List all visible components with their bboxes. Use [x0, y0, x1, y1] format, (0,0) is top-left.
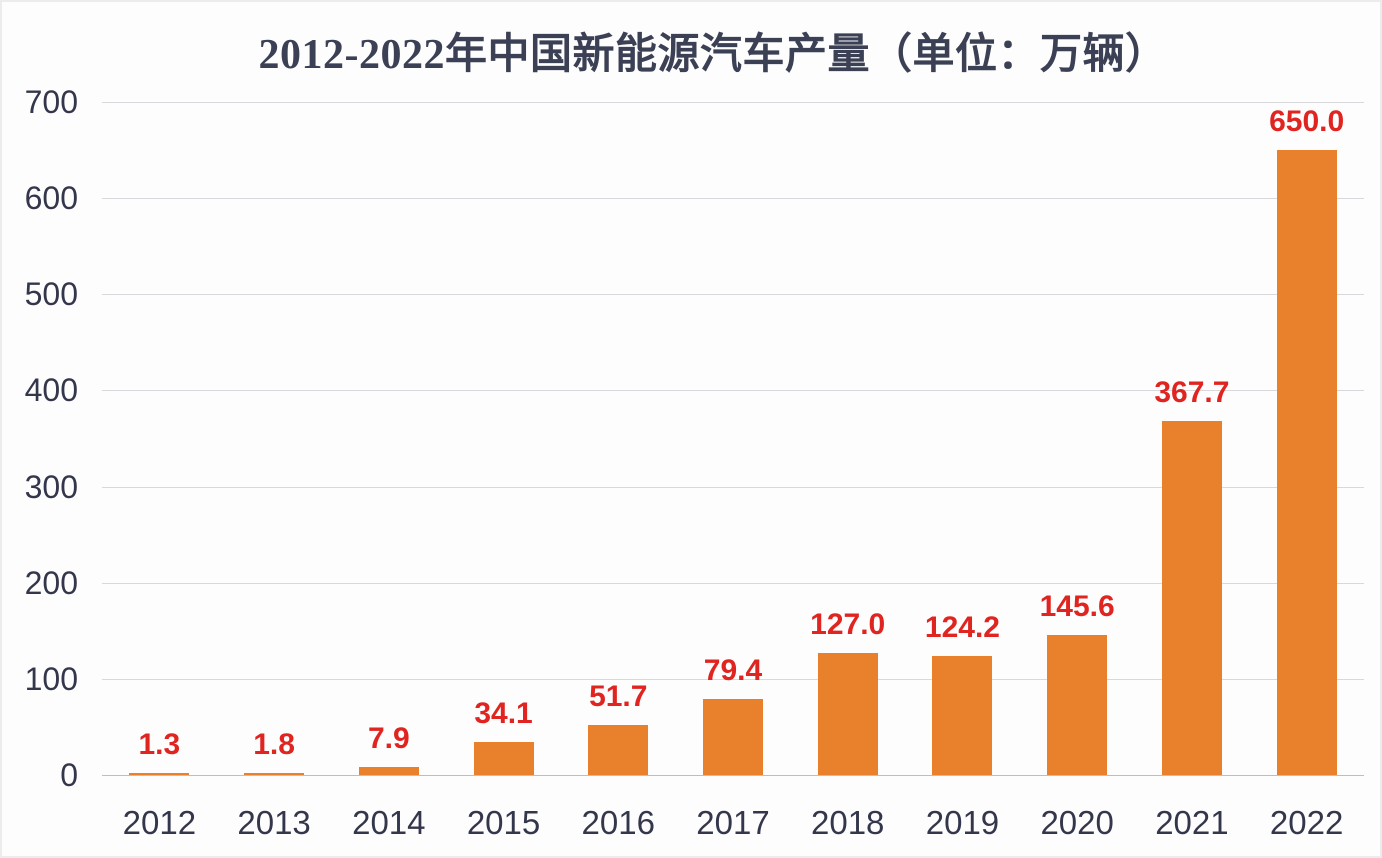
bar-2017: [703, 698, 763, 775]
data-label-2015: 34.1: [474, 697, 533, 731]
data-label-2019: 124.2: [924, 610, 1000, 644]
x-axis-tick-label: 2016: [581, 804, 655, 841]
data-label-2021: 367.7: [1154, 376, 1230, 410]
bar-2015: [473, 742, 534, 775]
x-axis-tick-label: 2022: [1269, 804, 1344, 841]
y-axis-tick-label: 100: [24, 660, 78, 697]
x-axis-line: [102, 775, 1364, 776]
gridline-700: [102, 102, 1364, 103]
bar-2014: [358, 767, 419, 775]
x-axis-tick-label: 2017: [696, 804, 770, 841]
gridline-400: [102, 390, 1364, 392]
data-label-2017: 79.4: [703, 653, 763, 687]
y-axis-tick-label: 0: [60, 757, 78, 793]
y-axis-tick-label: 500: [24, 276, 78, 313]
data-label-2014: 7.9: [367, 722, 410, 756]
x-axis-tick-label: 2015: [466, 804, 541, 841]
chart-title: 2012-2022年中国新能源汽车产量（单位：万辆）: [258, 32, 1168, 78]
y-axis-tick-label: 300: [24, 468, 78, 505]
x-axis-tick-label: 2018: [811, 804, 885, 841]
x-axis-tick-label: 2019: [925, 804, 1000, 841]
bar-2016: [588, 725, 649, 775]
bar-2021: [1161, 421, 1222, 775]
data-label-2013: 1.8: [253, 727, 295, 761]
gridline-600: [102, 198, 1364, 200]
bar-2013: [244, 772, 305, 775]
data-label-2020: 145.6: [1039, 590, 1115, 624]
y-axis-tick-label: 400: [24, 372, 78, 409]
bar-2018: [817, 652, 878, 775]
data-label-2018: 127.0: [810, 607, 886, 641]
bar-2022: [1276, 150, 1337, 775]
gridline-100: [102, 678, 1364, 680]
x-axis-tick-label: 2020: [1040, 804, 1114, 841]
gridline-500: [102, 294, 1364, 296]
data-label-2016: 51.7: [589, 680, 648, 714]
y-axis-tick-label: 200: [24, 564, 78, 601]
bar-2019: [932, 655, 993, 775]
x-axis-tick-label: 2014: [352, 804, 426, 841]
bar-2020: [1047, 635, 1108, 775]
data-label-2012: 1.3: [138, 727, 181, 761]
gridline-200: [102, 582, 1364, 584]
data-label-2022: 650.0: [1269, 105, 1345, 139]
y-axis-tick-label: 700: [24, 84, 78, 120]
x-axis-tick-label: 2013: [237, 804, 311, 841]
bar-2012: [129, 772, 190, 775]
x-axis-tick-label: 2012: [122, 804, 197, 841]
gridline-300: [102, 486, 1364, 488]
y-axis-tick-label: 600: [24, 180, 78, 217]
x-axis-tick-label: 2021: [1155, 804, 1229, 841]
